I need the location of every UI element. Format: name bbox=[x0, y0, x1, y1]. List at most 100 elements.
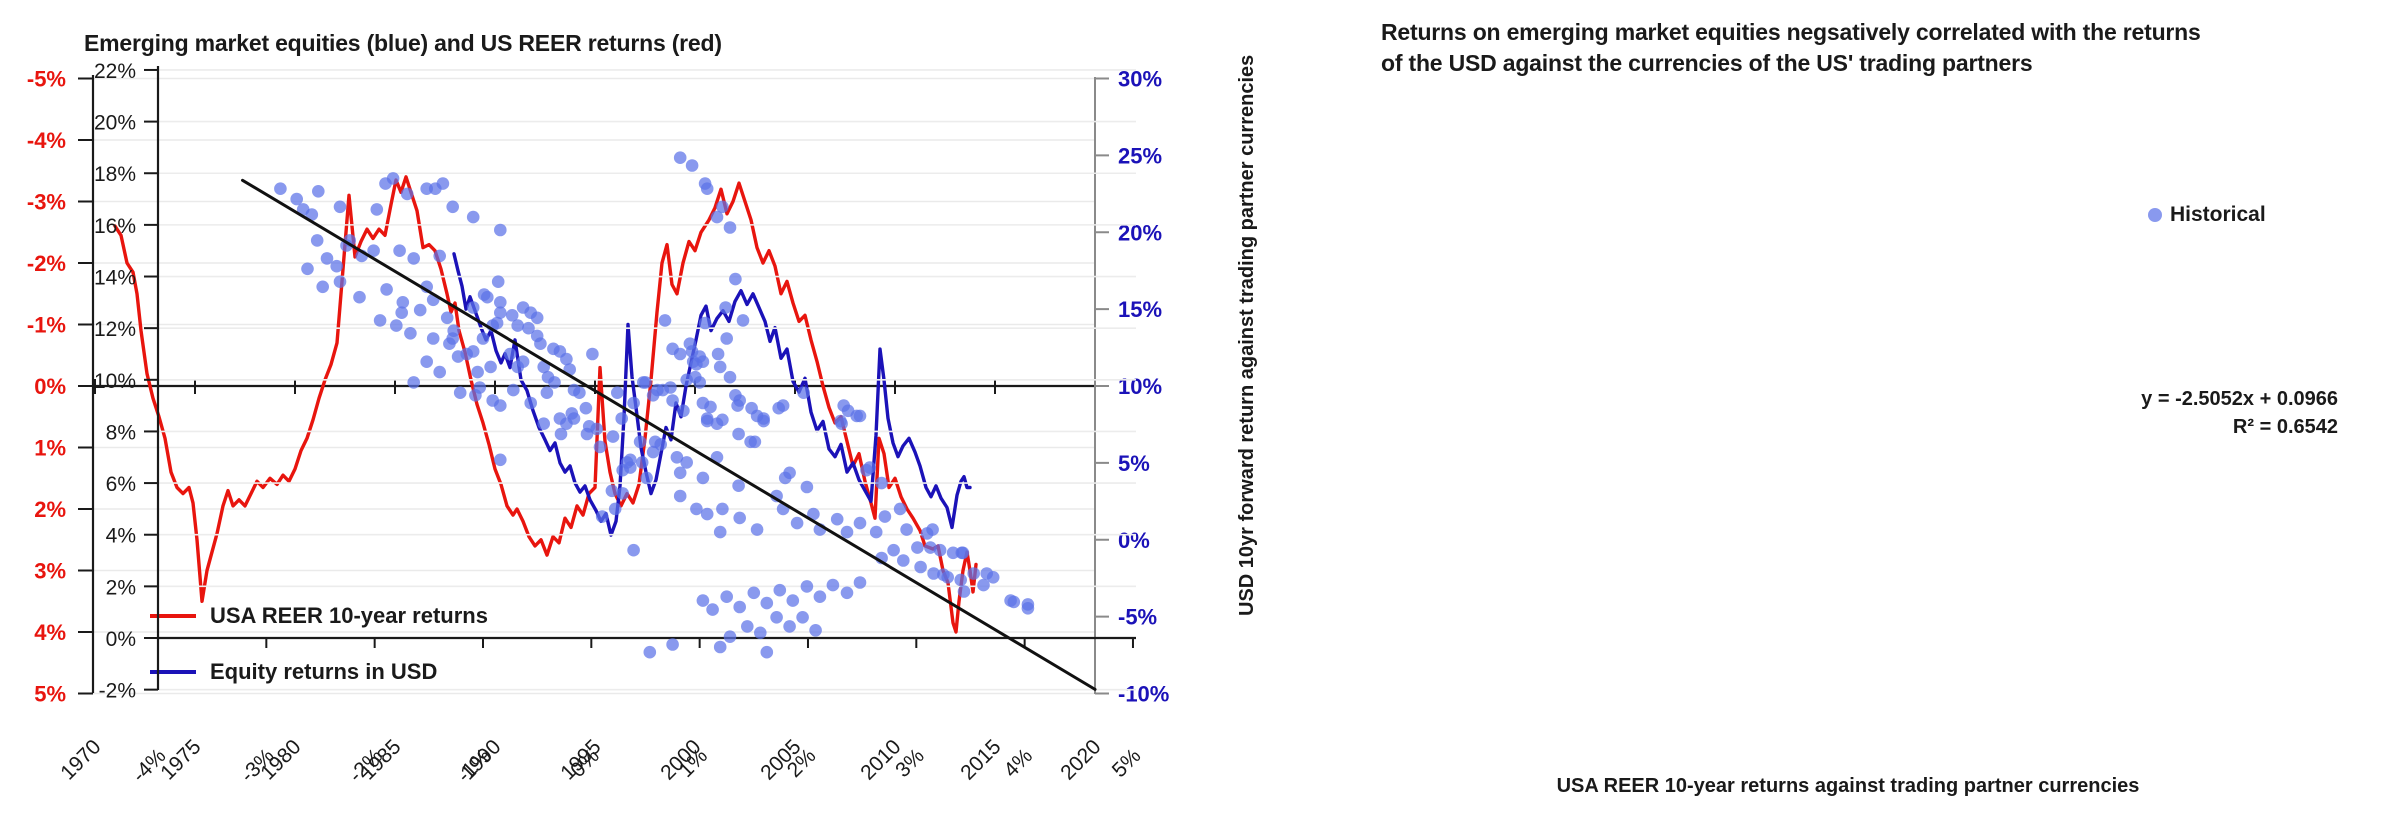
scatter-point bbox=[593, 440, 607, 454]
scatter-point bbox=[494, 306, 507, 320]
scatter-point bbox=[333, 275, 347, 289]
scatter-point bbox=[507, 383, 520, 397]
scatter-point bbox=[723, 630, 737, 643]
left-tick-label: 2% bbox=[34, 497, 66, 522]
x-tick-label: 3% bbox=[891, 744, 929, 782]
scatter-point bbox=[955, 546, 969, 560]
equity-usd-line bbox=[452, 252, 972, 537]
trend-line bbox=[240, 178, 1097, 691]
scatter-point bbox=[760, 596, 774, 610]
scatter-legend: Historical bbox=[2148, 203, 2266, 227]
scatter-point bbox=[590, 422, 603, 436]
left-tick-label: 4% bbox=[34, 620, 66, 645]
scatter-point bbox=[579, 401, 593, 415]
y-tick-label: -2% bbox=[99, 680, 136, 703]
scatter-point bbox=[370, 203, 384, 216]
scatter-point bbox=[716, 200, 729, 214]
y-tick-label: 2% bbox=[106, 576, 136, 599]
scatter-point bbox=[926, 523, 939, 536]
scatter-point bbox=[553, 345, 567, 358]
scatter-point bbox=[274, 182, 287, 195]
scatter-point bbox=[685, 159, 699, 172]
scatter-point bbox=[310, 234, 324, 247]
trendline-equation: y = -2.5052x + 0.0966 R² = 0.6542 bbox=[1938, 385, 2338, 441]
scatter-point bbox=[407, 376, 420, 389]
scatter-point bbox=[654, 438, 667, 451]
scatter-point bbox=[605, 484, 619, 498]
equation-line: y = -2.5052x + 0.0966 bbox=[2141, 388, 2338, 410]
scatter-point bbox=[690, 358, 703, 371]
left-tick-label: 3% bbox=[34, 559, 66, 584]
scatter-point bbox=[436, 177, 450, 190]
left-tick-label: -5% bbox=[27, 67, 66, 92]
scatter-point bbox=[511, 319, 524, 332]
left-tick-label: -1% bbox=[27, 313, 66, 338]
x-tick-label: 0% bbox=[566, 744, 604, 782]
scatter-point bbox=[797, 386, 810, 400]
scatter-point bbox=[608, 502, 622, 516]
scatter-point bbox=[713, 640, 727, 654]
scatter-point bbox=[809, 624, 822, 637]
scatter-point bbox=[700, 414, 714, 428]
y-tick-label: 4% bbox=[106, 525, 136, 548]
right-tick-label: 15% bbox=[1118, 297, 1162, 322]
scatter-point bbox=[658, 314, 672, 327]
scatter-point bbox=[353, 290, 366, 304]
scatter-point bbox=[390, 319, 403, 332]
scatter-point bbox=[760, 645, 774, 659]
y-tick-label: 18% bbox=[94, 163, 136, 186]
scatter-point bbox=[534, 337, 547, 351]
scatter-point bbox=[853, 516, 867, 530]
right-tick-label: 0% bbox=[1118, 528, 1150, 553]
scatter-point bbox=[723, 221, 737, 234]
y-tick-label: 10% bbox=[94, 370, 136, 393]
left-tick-label: 0% bbox=[34, 374, 66, 399]
scatter-point bbox=[494, 453, 507, 467]
scatter-point bbox=[433, 249, 446, 263]
scatter-point bbox=[733, 600, 746, 614]
scatter-chart-svg: 22% 20% 18% 16% 14% 12% 10% 8% 6% 4% 2% 0% -2% -4% -3%… bbox=[94, 60, 1146, 787]
scatter-point bbox=[396, 296, 410, 309]
scatter-point bbox=[757, 414, 770, 428]
line-chart-title: Emerging market equities (blue) and US R… bbox=[84, 30, 722, 56]
x-tick-label: -4% bbox=[128, 744, 171, 787]
scatter-point bbox=[446, 200, 459, 214]
legend-label-usa-reer: USA REER 10-year returns bbox=[210, 603, 488, 628]
left-tick-label: 1% bbox=[34, 436, 66, 461]
scatter-point bbox=[615, 412, 628, 425]
scatter-point bbox=[305, 208, 319, 221]
scatter-chart-figure: 22% 20% 18% 16% 14% 12% 10% 8% 6% 4% 2% 0% -2% -4% -3%… bbox=[94, 0, 2400, 818]
x-tick-label: 2% bbox=[783, 744, 821, 782]
scatter-point bbox=[386, 172, 400, 185]
y-tick-label: 8% bbox=[106, 421, 136, 444]
scatter-point bbox=[772, 401, 785, 415]
y-tick-label: 16% bbox=[94, 215, 136, 238]
scatter-point bbox=[407, 252, 420, 265]
y-tick-label: 20% bbox=[94, 112, 136, 135]
right-tick-label: -10% bbox=[1118, 682, 1169, 707]
scatter-point bbox=[770, 611, 783, 624]
scatter-point bbox=[853, 576, 867, 589]
scatter-point bbox=[732, 479, 745, 493]
scatter-point bbox=[666, 638, 679, 651]
scatter-point bbox=[860, 463, 873, 477]
scatter-point bbox=[301, 262, 314, 276]
scatter-point bbox=[1007, 595, 1021, 609]
scatter-point bbox=[673, 151, 687, 164]
scatter-point bbox=[426, 332, 440, 345]
scatter-point bbox=[783, 620, 796, 633]
x-tick-label: 5% bbox=[1108, 744, 1146, 782]
scatter-point bbox=[693, 376, 706, 389]
scatter-point bbox=[754, 626, 767, 640]
right-tick-label: 25% bbox=[1118, 143, 1162, 168]
scatter-point bbox=[524, 396, 537, 410]
x-tick-label: 1% bbox=[674, 744, 712, 782]
scatter-point bbox=[404, 327, 417, 340]
scatter-point bbox=[741, 620, 754, 633]
red-line-swatch bbox=[150, 614, 196, 618]
scatter-point bbox=[716, 413, 729, 427]
scatter-point bbox=[893, 502, 907, 516]
right-tick-label: -5% bbox=[1118, 605, 1157, 630]
scatter-point bbox=[666, 394, 679, 407]
scatter-point bbox=[548, 376, 561, 389]
